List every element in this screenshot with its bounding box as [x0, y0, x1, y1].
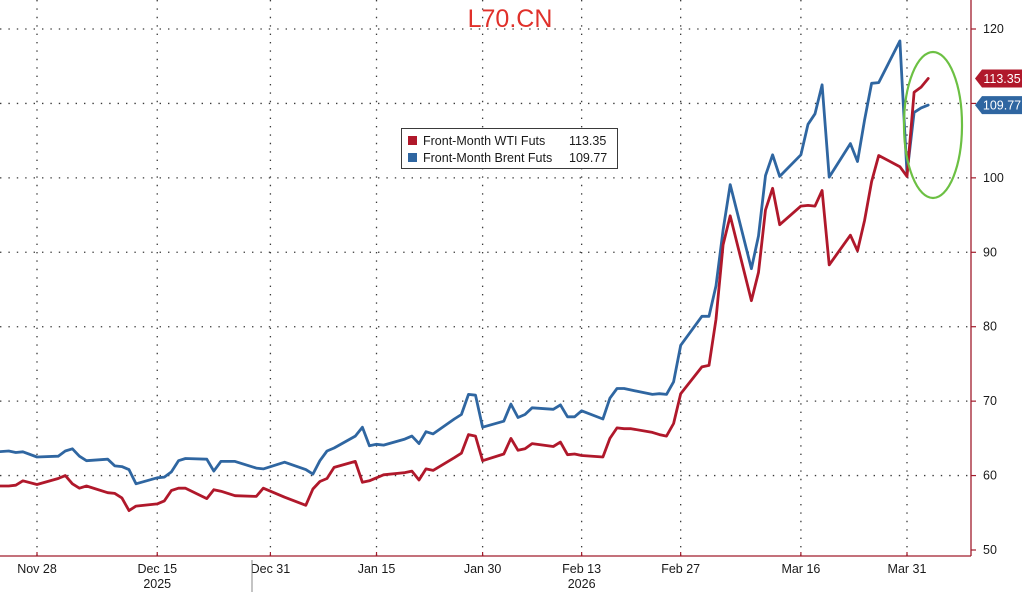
- y-tick-label: 50: [983, 543, 997, 557]
- y-tick-label: 70: [983, 394, 997, 408]
- x-axis-ticks: Nov 28 Dec 15 Dec 31 Jan 15 Jan 30 Feb 13 Feb …: [17, 552, 926, 592]
- legend-swatch-brent: [408, 153, 417, 162]
- watermark: L70.CN: [468, 5, 553, 33]
- wti-series-line: [0, 77, 930, 513]
- x-tick-label: Mar 31: [888, 562, 927, 576]
- legend-value-brent: 109.77: [569, 150, 608, 165]
- x-tick-label: Feb 13: [562, 562, 601, 576]
- legend-label-brent: Front-Month Brent Futs: [423, 150, 553, 165]
- year-label: 2025: [143, 577, 171, 591]
- legend: Front-Month WTI Futs 113.35 Front-Month …: [401, 128, 618, 169]
- legend-item-wti: Front-Month WTI Futs 113.35: [408, 132, 617, 149]
- y-tick-label: 80: [983, 320, 997, 334]
- legend-swatch-wti: [408, 136, 417, 145]
- year-label: 2026: [568, 577, 596, 591]
- brent-last-value-label: 109.77: [983, 99, 1021, 113]
- brent-series-line: [0, 39, 930, 486]
- legend-value-wti: 113.35: [569, 133, 607, 148]
- wti-last-value-tag: [975, 69, 1022, 88]
- last-value-tags: 113.35 109.77: [975, 69, 1022, 115]
- legend-label-wti: Front-Month WTI Futs: [423, 133, 546, 148]
- series-lines: [0, 39, 930, 513]
- highlight-ellipse: [902, 50, 964, 200]
- brent-last-value-tag: [975, 96, 1022, 115]
- legend-item-brent: Front-Month Brent Futs 109.77: [408, 149, 617, 166]
- y-tick-label: 90: [983, 245, 997, 259]
- x-tick-label: Mar 16: [781, 562, 820, 576]
- gridlines: [0, 0, 971, 556]
- x-tick-label: Nov 28: [17, 562, 57, 576]
- y-tick-label: 60: [983, 469, 997, 483]
- wti-last-value-label: 113.35: [983, 72, 1020, 86]
- y-tick-label: 120: [983, 22, 1004, 36]
- x-tick-label: Feb 27: [661, 562, 700, 576]
- x-tick-label: Dec 31: [251, 562, 291, 576]
- x-tick-label: Jan 30: [464, 562, 502, 576]
- y-tick-label: 100: [983, 171, 1004, 185]
- x-tick-label: Dec 15: [137, 562, 177, 576]
- x-tick-label: Jan 15: [358, 562, 396, 576]
